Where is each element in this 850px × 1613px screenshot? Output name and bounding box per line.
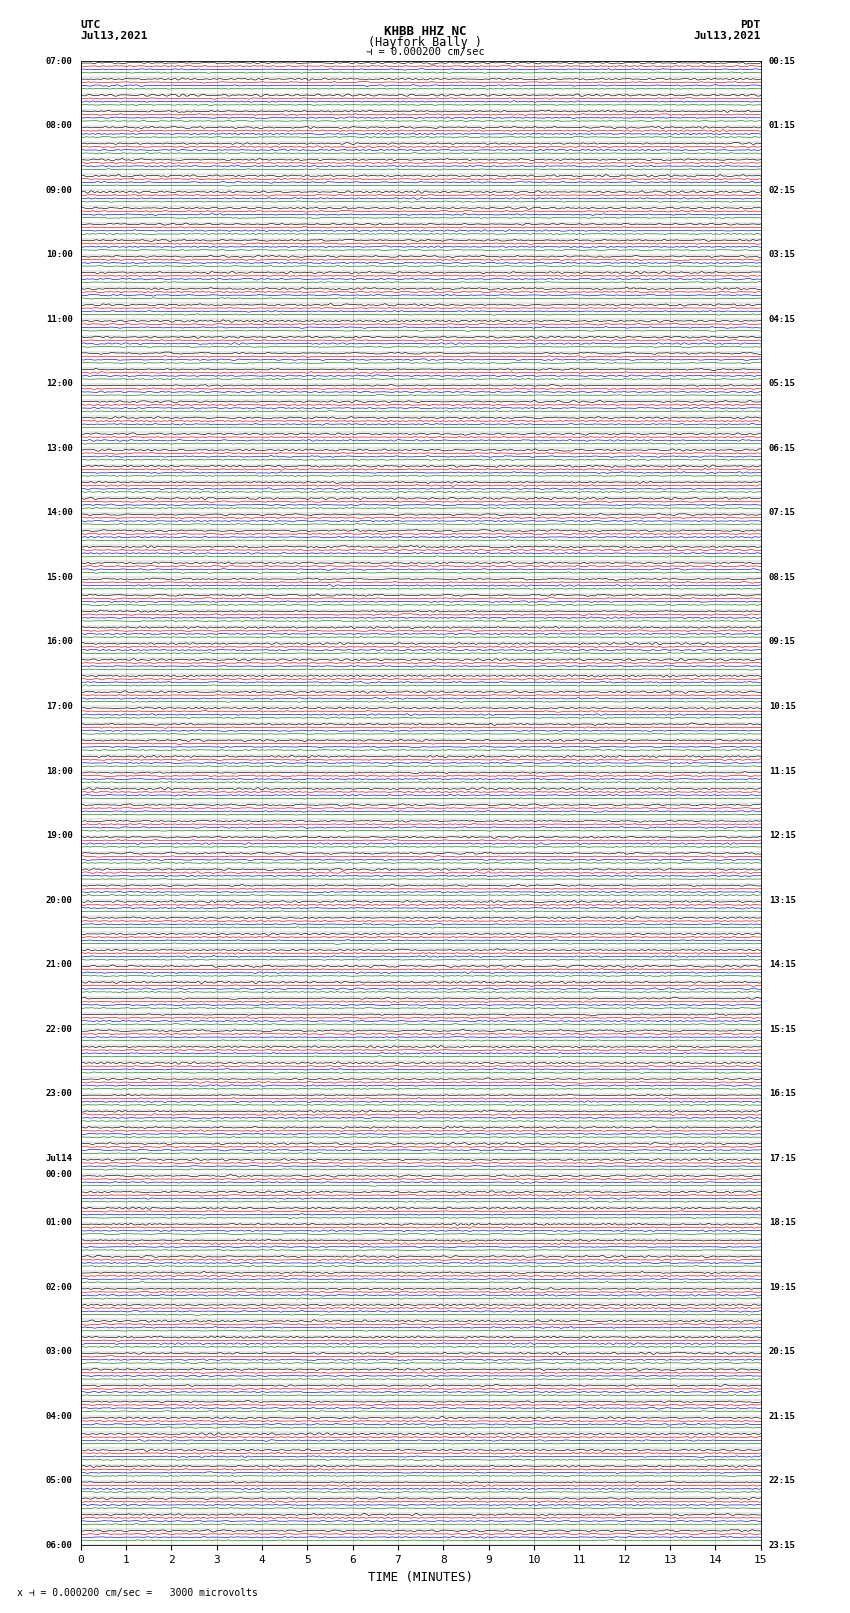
Text: 13:00: 13:00 bbox=[46, 444, 72, 453]
Text: 01:00: 01:00 bbox=[46, 1218, 72, 1227]
Text: 16:15: 16:15 bbox=[769, 1089, 796, 1098]
Text: ⊣ = 0.000200 cm/sec: ⊣ = 0.000200 cm/sec bbox=[366, 47, 484, 56]
Text: 07:00: 07:00 bbox=[46, 56, 72, 66]
Text: 18:00: 18:00 bbox=[46, 766, 72, 776]
Text: 11:00: 11:00 bbox=[46, 315, 72, 324]
Text: 03:00: 03:00 bbox=[46, 1347, 72, 1357]
Text: x ⊣ = 0.000200 cm/sec =   3000 microvolts: x ⊣ = 0.000200 cm/sec = 3000 microvolts bbox=[17, 1589, 258, 1598]
Text: 22:00: 22:00 bbox=[46, 1024, 72, 1034]
Text: Jul14: Jul14 bbox=[46, 1153, 72, 1163]
Text: 23:00: 23:00 bbox=[46, 1089, 72, 1098]
Text: 02:00: 02:00 bbox=[46, 1282, 72, 1292]
Text: 00:15: 00:15 bbox=[769, 56, 796, 66]
Text: 08:15: 08:15 bbox=[769, 573, 796, 582]
Text: 10:15: 10:15 bbox=[769, 702, 796, 711]
Text: 05:15: 05:15 bbox=[769, 379, 796, 389]
Text: 14:15: 14:15 bbox=[769, 960, 796, 969]
Text: 15:00: 15:00 bbox=[46, 573, 72, 582]
Text: 19:00: 19:00 bbox=[46, 831, 72, 840]
Text: 03:15: 03:15 bbox=[769, 250, 796, 260]
Text: PDT: PDT bbox=[740, 19, 761, 31]
Text: (Hayfork Bally ): (Hayfork Bally ) bbox=[368, 37, 482, 50]
Text: 23:15: 23:15 bbox=[769, 1540, 796, 1550]
Text: KHBB HHZ NC: KHBB HHZ NC bbox=[383, 24, 467, 39]
Text: 01:15: 01:15 bbox=[769, 121, 796, 131]
Text: 21:15: 21:15 bbox=[769, 1411, 796, 1421]
Text: 06:15: 06:15 bbox=[769, 444, 796, 453]
Text: 04:15: 04:15 bbox=[769, 315, 796, 324]
Text: 17:00: 17:00 bbox=[46, 702, 72, 711]
Text: 11:15: 11:15 bbox=[769, 766, 796, 776]
Text: 20:15: 20:15 bbox=[769, 1347, 796, 1357]
Text: 09:15: 09:15 bbox=[769, 637, 796, 647]
X-axis label: TIME (MINUTES): TIME (MINUTES) bbox=[368, 1571, 473, 1584]
Text: 06:00: 06:00 bbox=[46, 1540, 72, 1550]
Text: 22:15: 22:15 bbox=[769, 1476, 796, 1486]
Text: 20:00: 20:00 bbox=[46, 895, 72, 905]
Text: 05:00: 05:00 bbox=[46, 1476, 72, 1486]
Text: 04:00: 04:00 bbox=[46, 1411, 72, 1421]
Text: 09:00: 09:00 bbox=[46, 185, 72, 195]
Text: Jul13,2021: Jul13,2021 bbox=[81, 31, 148, 42]
Text: 17:15: 17:15 bbox=[769, 1153, 796, 1163]
Text: 16:00: 16:00 bbox=[46, 637, 72, 647]
Text: 08:00: 08:00 bbox=[46, 121, 72, 131]
Text: 21:00: 21:00 bbox=[46, 960, 72, 969]
Text: 07:15: 07:15 bbox=[769, 508, 796, 518]
Text: Jul13,2021: Jul13,2021 bbox=[694, 31, 761, 42]
Text: UTC: UTC bbox=[81, 19, 101, 31]
Text: 14:00: 14:00 bbox=[46, 508, 72, 518]
Text: 18:15: 18:15 bbox=[769, 1218, 796, 1227]
Text: 12:00: 12:00 bbox=[46, 379, 72, 389]
Text: 10:00: 10:00 bbox=[46, 250, 72, 260]
Text: 00:00: 00:00 bbox=[46, 1169, 72, 1179]
Text: 15:15: 15:15 bbox=[769, 1024, 796, 1034]
Text: 19:15: 19:15 bbox=[769, 1282, 796, 1292]
Text: 12:15: 12:15 bbox=[769, 831, 796, 840]
Text: 13:15: 13:15 bbox=[769, 895, 796, 905]
Text: 02:15: 02:15 bbox=[769, 185, 796, 195]
